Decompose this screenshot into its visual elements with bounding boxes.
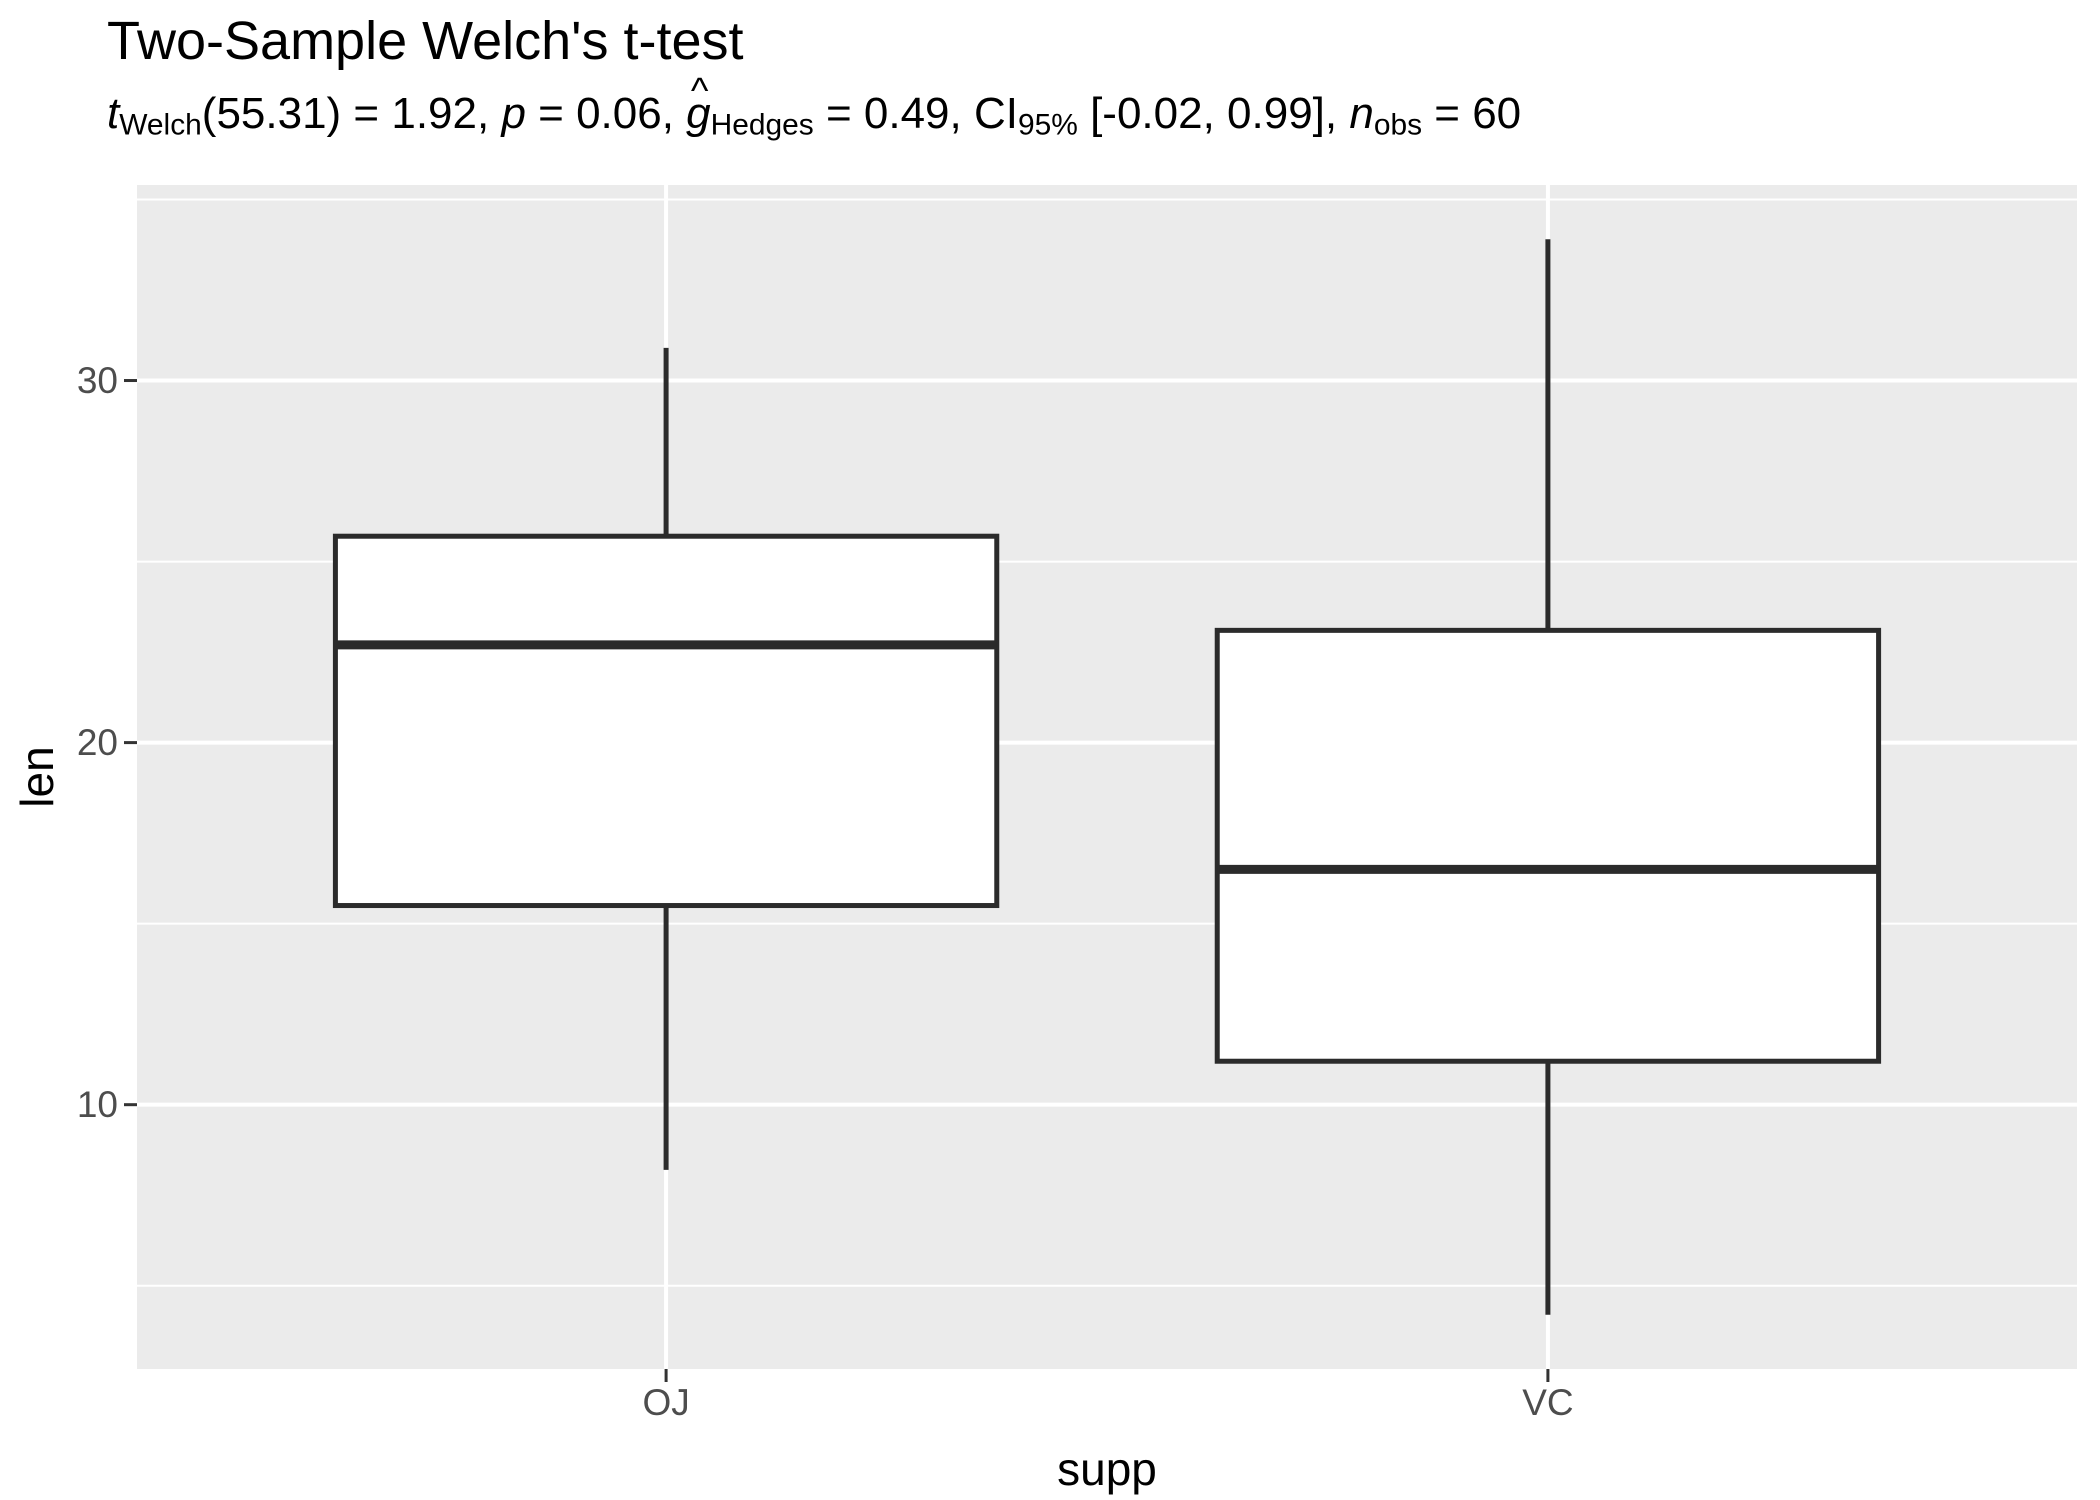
subtitle-segment: obs <box>1373 108 1423 142</box>
x-tick-label-VC: VC <box>1522 1382 1574 1423</box>
subtitle-segment: t <box>107 89 120 138</box>
x-axis-title: supp <box>1057 1443 1157 1495</box>
subtitle-segment: n <box>1349 89 1374 138</box>
y-tick-label: 10 <box>76 1083 118 1125</box>
plot-title: Two-Sample Welch's t-test <box>107 11 744 71</box>
subtitle-segment: p <box>501 89 526 138</box>
y-tick-label: 30 <box>76 359 118 401</box>
y-tick-label: 20 <box>76 721 118 763</box>
subtitle-segment: [-0.02, 0.99], <box>1077 89 1350 138</box>
hat-accent-term: ^ g <box>686 69 711 141</box>
subtitle-segment: 95% <box>1017 108 1078 142</box>
box-OJ <box>332 533 1000 909</box>
x-tick-label-OJ: OJ <box>642 1382 690 1423</box>
hat-icon: ^ <box>690 68 709 111</box>
box-VC <box>1214 627 1882 1064</box>
subtitle-segment: Hedges <box>710 108 814 142</box>
subtitle-segment: = 60 <box>1422 89 1522 138</box>
y-axis-title: len <box>11 746 63 808</box>
subtitle-segment: g <box>686 89 711 138</box>
subtitle-segment: (55.31) = 1.92, <box>201 89 502 138</box>
subtitle-segment: = 0.06, <box>525 89 687 138</box>
subtitle-segment: = 0.49, CI <box>813 89 1018 138</box>
subtitle-segment: Welch <box>119 108 202 142</box>
plot-subtitle-stats: tWelch(55.31) = 1.92, p = 0.06, ^ gHedges… <box>107 69 1522 144</box>
